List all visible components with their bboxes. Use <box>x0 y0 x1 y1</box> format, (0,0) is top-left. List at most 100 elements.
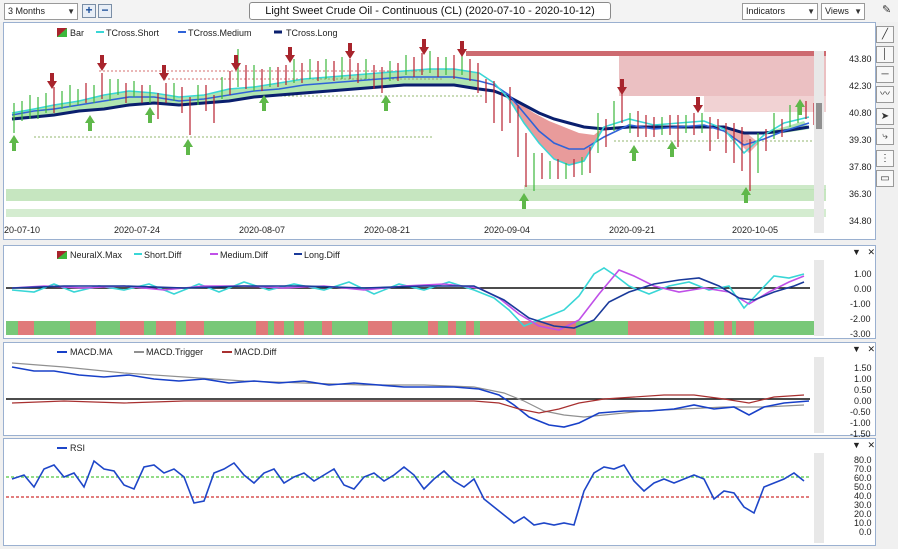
resistance-zone-lower <box>704 96 826 112</box>
y-tick: 1.00 <box>854 374 872 384</box>
close-icon[interactable]: ✕ <box>867 344 875 354</box>
y-tick: 1.00 <box>854 269 872 279</box>
long-diff-line <box>11 277 805 329</box>
x-tick: 2020-10-05 <box>732 225 778 235</box>
neuralx-legend: NeuralX.Max Short.Diff Medium.Diff Long.… <box>57 250 340 260</box>
y-tick: -3.00 <box>850 329 871 339</box>
resistance-zone-fill <box>619 56 826 96</box>
support-zone <box>6 189 826 201</box>
up-arrow-icon <box>667 141 677 157</box>
y-tick: 0.50 <box>854 385 872 395</box>
zoom-out-button[interactable]: − <box>98 4 112 18</box>
range-select[interactable]: 3 Months ▼ <box>4 3 78 20</box>
comment-tool-icon[interactable]: ▭ <box>876 170 894 187</box>
down-arrow-icon <box>231 55 241 71</box>
close-icon[interactable]: ✕ <box>867 440 875 450</box>
macd-chart: 1.50 1.00 0.50 0.00 -0.50 -1.00 -1.50 MA… <box>6 347 872 439</box>
rsi-scrollbar[interactable] <box>814 453 824 543</box>
up-arrow-icon <box>381 95 391 111</box>
macd-diff-line <box>11 394 805 414</box>
support-zone-bottom <box>6 209 826 217</box>
zoom-in-button[interactable]: + <box>82 4 96 18</box>
neuralx-panel: 1.00 0.00 -1.00 -2.00 -3.00 NeuralX.Max … <box>3 245 876 339</box>
x-tick: 2020-07-10 <box>4 225 40 235</box>
indicators-select[interactable]: Indicators ▼ <box>742 3 818 20</box>
y-tick: 34.80 <box>849 216 872 226</box>
price-scrollbar[interactable] <box>814 51 824 233</box>
x-tick: 2020-09-04 <box>484 225 530 235</box>
rsi-chart: 80.0 70.0 60.0 50.0 40.0 30.0 20.0 10.0 … <box>6 443 872 543</box>
price-scroll-thumb[interactable] <box>816 103 822 129</box>
x-tick: 2020-08-21 <box>364 225 410 235</box>
neuralx-bar-strip <box>6 321 814 335</box>
down-arrow-icon <box>97 55 107 71</box>
down-arrow-icon <box>345 43 355 59</box>
legend-medium-diff: Medium.Diff <box>220 250 268 260</box>
legend-macd-diff: MACD.Diff <box>234 347 277 357</box>
legend-long-diff: Long.Diff <box>304 250 340 260</box>
y-tick: -0.50 <box>850 407 871 417</box>
chart-title: Light Sweet Crude Oil - Continuous (CL) … <box>249 2 611 20</box>
y-tick: 36.30 <box>849 189 872 199</box>
legend-rsi: RSI <box>70 443 85 453</box>
y-tick: 70.0 <box>854 464 872 474</box>
y-tick: 50.0 <box>854 482 872 492</box>
x-tick: 2020-07-24 <box>114 225 160 235</box>
views-label: Views <box>825 6 849 16</box>
y-tick: 0.0 <box>859 527 872 537</box>
bull-band <box>12 69 479 119</box>
macd-legend: MACD.MA MACD.Trigger MACD.Diff <box>57 347 277 357</box>
horizontal-line-tool-icon[interactable]: ─ <box>876 66 894 83</box>
vertical-line-tool-icon[interactable]: │ <box>876 46 894 63</box>
collapse-icon[interactable]: ▼ <box>852 344 861 354</box>
indicators-label: Indicators <box>746 6 786 16</box>
panel-controls: ▼ ✕ <box>852 440 875 451</box>
legend-bar: Bar <box>70 28 84 38</box>
up-arrows <box>9 95 805 209</box>
chevron-down-icon: ▼ <box>67 7 75 16</box>
y-tick: 60.0 <box>854 473 872 483</box>
up-arrow-icon <box>741 187 751 203</box>
rsi-legend: RSI <box>57 443 85 453</box>
y-tick: -1.00 <box>850 418 871 428</box>
legend-short-diff: Short.Diff <box>144 250 182 260</box>
fork-tool-icon[interactable]: ⤷ <box>876 128 894 145</box>
pointer-tool-icon[interactable]: ➤ <box>876 108 894 125</box>
up-arrow-icon <box>145 107 155 123</box>
up-arrow-icon <box>85 115 95 131</box>
chevron-down-icon: ▼ <box>854 7 862 16</box>
x-tick: 2020-08-07 <box>239 225 285 235</box>
panel-controls: ▼ ✕ <box>852 247 875 258</box>
up-arrow-icon <box>519 193 529 209</box>
price-legend: Bar TCross.Short TCross.Medium TCross.Lo… <box>57 28 338 38</box>
more-tools-icon[interactable]: ⋮ <box>876 150 894 167</box>
y-tick: 20.0 <box>854 509 872 519</box>
legend-tcross-short: TCross.Short <box>106 28 160 38</box>
y-tick: 39.30 <box>849 135 872 145</box>
up-arrow-icon <box>629 145 639 161</box>
down-arrow-icon <box>159 65 169 81</box>
y-tick: 40.0 <box>854 491 872 501</box>
neuralx-scrollbar[interactable] <box>814 260 824 336</box>
down-arrow-icon <box>617 79 627 95</box>
collapse-icon[interactable]: ▼ <box>852 440 861 450</box>
legend-macd-ma: MACD.MA <box>70 347 113 357</box>
macd-scrollbar[interactable] <box>814 357 824 433</box>
collapse-icon[interactable]: ▼ <box>852 247 861 257</box>
up-arrow-icon <box>795 99 805 115</box>
down-arrow-icon <box>693 97 703 113</box>
down-arrow-icon <box>47 73 57 89</box>
down-arrow-icon <box>285 47 295 63</box>
down-arrows <box>47 39 703 113</box>
y-tick: 1.50 <box>854 363 872 373</box>
resistance-zone <box>466 51 826 56</box>
close-icon[interactable]: ✕ <box>867 247 875 257</box>
trendline-tool-icon[interactable]: ╱ <box>876 26 894 43</box>
views-select[interactable]: Views ▼ <box>821 3 865 20</box>
x-tick: 2020-09-21 <box>609 225 655 235</box>
pin-icon[interactable]: ✎ <box>882 4 892 16</box>
short-diff-line <box>11 267 805 327</box>
y-tick: 43.80 <box>849 54 872 64</box>
price-panel: 43.80 42.30 40.80 39.30 37.80 36.30 34.8… <box>0 22 876 240</box>
freehand-tool-icon[interactable]: 〰 <box>876 86 894 103</box>
